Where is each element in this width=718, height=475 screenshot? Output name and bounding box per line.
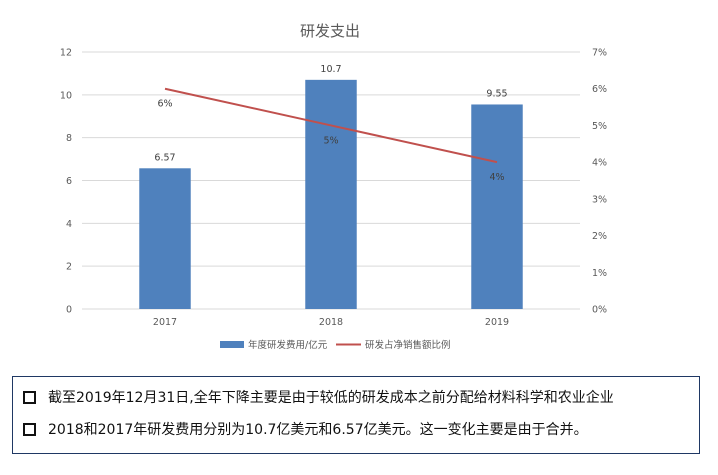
bar-data-label: 9.55 [486, 88, 507, 99]
line-data-label: 5% [323, 135, 338, 146]
x-axis: 2017 2018 2019 [153, 317, 509, 328]
chart-title: 研发支出 [300, 22, 360, 40]
bar-data-label: 6.57 [154, 152, 175, 163]
bar-data-label: 10.7 [320, 64, 341, 75]
x-tick-label: 2018 [319, 317, 343, 328]
line-series: 6% 5% 4% [157, 87, 505, 183]
y-tick-label: 6 [66, 176, 72, 187]
y2-tick-label: 0% [592, 305, 607, 316]
bar [139, 168, 191, 309]
y2-tick-label: 5% [592, 121, 607, 132]
legend-swatch-bar [220, 341, 244, 348]
square-bullet-icon [23, 390, 36, 404]
note-text: 2018和2017年研发费用分别为10.7亿美元和6.57亿美元。这一变化主要是… [48, 422, 588, 438]
x-tick-label: 2019 [485, 317, 509, 328]
bar [471, 104, 523, 310]
series-line [164, 87, 498, 164]
legend: 年度研发费用/亿元 研发占净销售额比例 [220, 339, 451, 351]
line-data-label: 6% [157, 99, 172, 110]
note-item: 截至2019年12月31日,全年下降主要是由于较低的研发成本之前分配给材料科学和… [23, 381, 689, 413]
y-tick-label: 10 [60, 90, 72, 101]
legend-label-line: 研发占净销售额比例 [365, 339, 451, 351]
y2-tick-label: 3% [592, 194, 607, 205]
y2-tick-label: 1% [592, 268, 607, 279]
y-tick-label: 2 [66, 262, 72, 273]
y-tick-label: 4 [66, 219, 72, 230]
rd-expense-chart: 研发支出 0 2 4 6 8 10 12 0% 1% 2% 3% 4% 5% 6% 7% 2017 2018… [60, 22, 607, 351]
y-tick-label: 12 [60, 48, 72, 59]
bar-series: 6.57 10.7 9.55 [139, 64, 523, 310]
y-axis-right: 0% 1% 2% 3% 4% 5% 6% 7% [592, 48, 607, 316]
notes-box: 截至2019年12月31日,全年下降主要是由于较低的研发成本之前分配给材料科学和… [12, 376, 700, 454]
square-bullet-icon [23, 422, 36, 436]
y-tick-label: 8 [66, 133, 72, 144]
x-tick-label: 2017 [153, 317, 177, 328]
y-tick-label: 0 [66, 305, 72, 316]
y2-tick-label: 7% [592, 48, 607, 59]
legend-label-bar: 年度研发费用/亿元 [248, 339, 328, 351]
note-item: 2018和2017年研发费用分别为10.7亿美元和6.57亿美元。这一变化主要是… [23, 413, 689, 445]
y2-tick-label: 4% [592, 158, 607, 169]
y2-tick-label: 2% [592, 231, 607, 242]
note-text: 截至2019年12月31日,全年下降主要是由于较低的研发成本之前分配给材料科学和… [48, 390, 614, 406]
y2-tick-label: 6% [592, 84, 607, 95]
line-data-label: 4% [489, 172, 504, 183]
y-axis-left: 0 2 4 6 8 10 12 [60, 48, 72, 316]
bar [305, 79, 357, 309]
